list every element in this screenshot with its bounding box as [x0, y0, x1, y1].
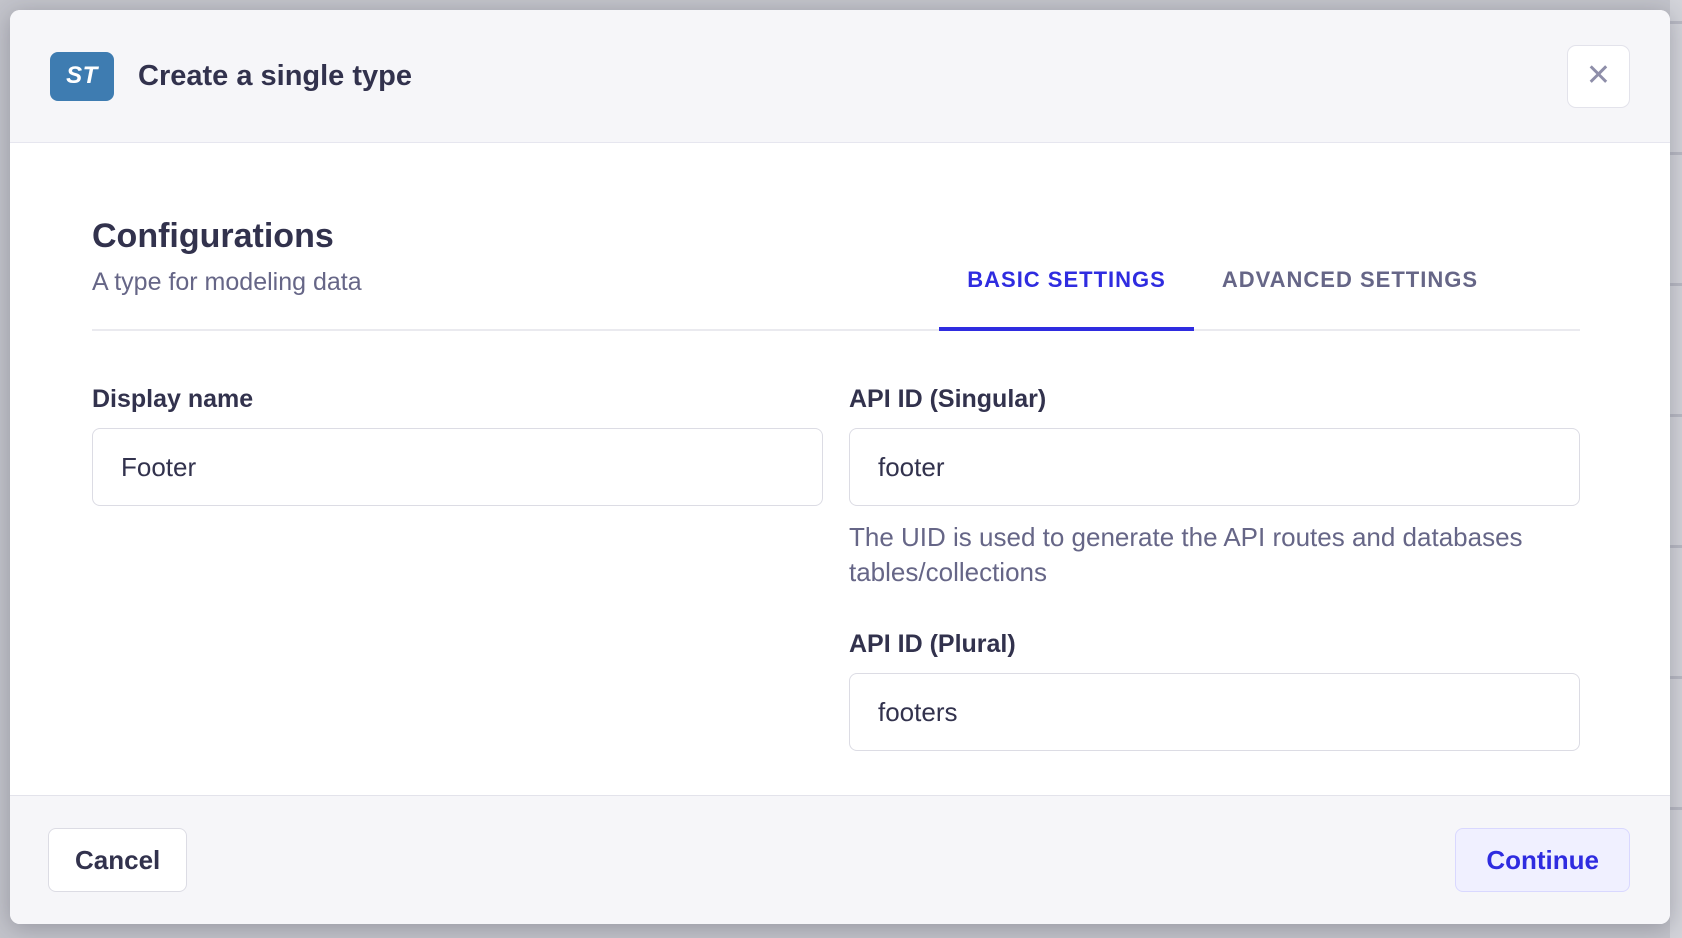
background-page-edge — [1670, 0, 1682, 938]
api-id-singular-label: API ID (Singular) — [849, 385, 1047, 413]
single-type-badge: ST — [50, 51, 114, 101]
tab-advanced-settings[interactable]: ADVANCED SETTINGS — [1194, 267, 1506, 329]
api-id-plural-field-group: API ID (Plural) — [849, 630, 1580, 751]
api-id-plural-input[interactable] — [849, 673, 1580, 751]
configurations-titles: Configurations A type for modeling data — [92, 217, 362, 329]
modal-body: Configurations A type for modeling data … — [10, 143, 1670, 751]
api-id-singular-hint: The UID is used to generate the API rout… — [849, 522, 1523, 587]
tab-basic-settings[interactable]: BASIC SETTINGS — [939, 267, 1194, 331]
settings-tabs: BASIC SETTINGS ADVANCED SETTINGS — [939, 267, 1506, 331]
page-title: Configurations — [92, 217, 334, 255]
create-single-type-modal: ST Create a single type ✕ Configurations… — [10, 10, 1670, 924]
display-name-input[interactable] — [92, 428, 823, 506]
display-name-label: Display name — [92, 385, 254, 413]
single-type-badge-label: ST — [66, 62, 98, 89]
close-icon: ✕ — [1585, 59, 1612, 92]
configuration-form: Display name API ID (Singular) The UID i… — [92, 385, 1580, 751]
continue-button[interactable]: Continue — [1455, 828, 1630, 892]
api-id-singular-input[interactable] — [849, 428, 1580, 506]
modal-header: ST Create a single type ✕ — [10, 10, 1670, 143]
modal-title: Create a single type — [138, 59, 412, 92]
modal-footer: Cancel Continue — [10, 795, 1670, 924]
display-name-field-group: Display name — [92, 385, 823, 506]
cancel-button[interactable]: Cancel — [48, 828, 188, 892]
form-column-right: API ID (Singular) The UID is used to gen… — [849, 385, 1580, 751]
form-column-left: Display name — [92, 385, 823, 751]
page-subtitle: A type for modeling data — [92, 268, 362, 296]
api-id-plural-label: API ID (Plural) — [849, 630, 1016, 658]
close-button[interactable]: ✕ — [1567, 44, 1630, 108]
api-id-singular-field-group: API ID (Singular) The UID is used to gen… — [849, 385, 1580, 590]
configurations-header-row: Configurations A type for modeling data … — [92, 217, 1580, 331]
